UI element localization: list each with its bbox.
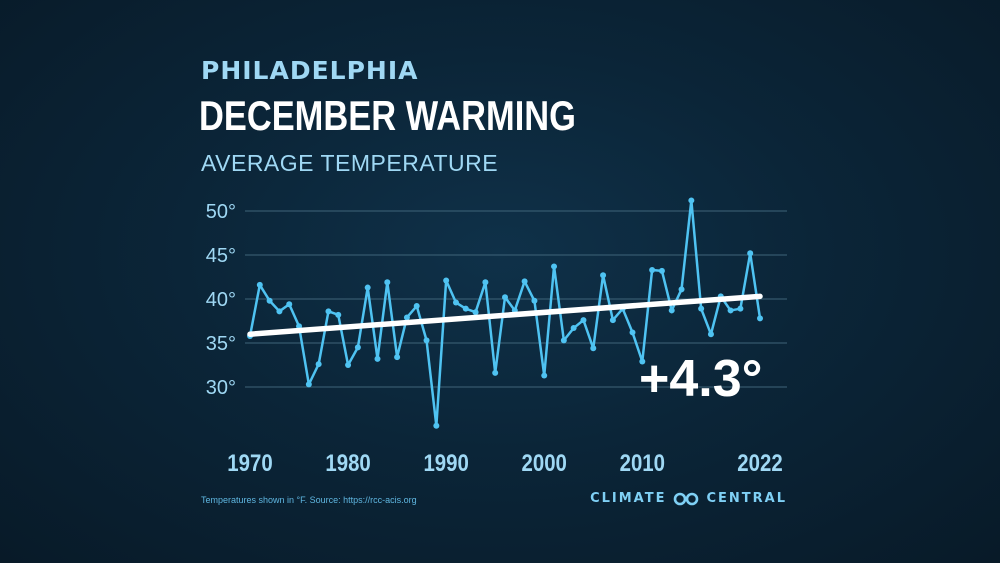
data-point [374,355,381,362]
infinity-icon [674,492,699,505]
data-point [521,278,528,285]
chart-subtitle: AVERAGE TEMPERATURE [201,150,499,176]
data-point [462,305,469,312]
x-tick-label: 2010 [620,449,665,476]
data-point [609,317,616,324]
data-point [570,325,577,332]
trend-line [247,293,763,337]
data-point [325,308,332,315]
data-point [698,305,705,312]
data-point [649,266,656,273]
x-tick-label: 2000 [522,449,567,476]
brand-left-text: CLIMATE [590,491,667,506]
y-tick-label: 40° [206,289,236,311]
data-point [541,372,548,379]
data-point [639,358,646,365]
y-tick-label: 45° [206,245,236,267]
trend-line-group [247,293,763,337]
data-point [286,301,293,308]
data-point [658,267,665,274]
y-axis-ticks: 30° 35° 40° 45° 50° [206,201,236,399]
data-point [590,345,597,352]
data-point [452,299,459,306]
data-point [747,250,754,257]
data-point [423,337,430,344]
source-footnote: Temperatures shown in °F. Source: https:… [201,495,417,505]
x-tick-label: 2022 [737,449,782,476]
data-point [551,263,558,270]
data-point [678,286,685,293]
x-tick-label: 1970 [227,449,272,476]
data-point [668,307,675,314]
brand-logo[interactable]: CLIMATE CENTRAL [590,491,787,506]
x-tick-label: 1990 [423,449,468,476]
y-tick-label: 50° [206,201,236,223]
data-point [580,317,587,324]
data-point [256,281,263,288]
data-point [707,331,714,338]
data-point [472,309,479,316]
data-point [737,305,744,312]
data-point [688,197,695,204]
brand-right-text: CENTRAL [706,491,787,506]
data-point [443,277,450,284]
data-point [345,362,352,368]
x-axis-ticks: 1970 1980 1990 2000 2010 2022 [227,449,782,476]
y-tick-label: 35° [206,333,236,355]
y-tick-label: 30° [206,377,236,399]
data-point [354,344,361,351]
data-point [600,272,607,279]
data-point [394,354,401,361]
x-tick-label: 1980 [325,449,370,476]
data-point [560,337,567,344]
data-point [757,315,763,322]
data-point [502,294,508,301]
data-point [403,314,410,321]
data-point [305,381,312,388]
trend-change-annotation: +4.3° [639,350,762,408]
data-point [492,369,499,376]
data-point [384,279,391,286]
data-point [629,329,636,336]
data-point [531,297,538,304]
data-point [335,311,342,318]
location-label: PHILADELPHIA [201,56,419,85]
chart-title: DECEMBER WARMING [199,92,576,139]
data-point [276,308,283,315]
data-point [413,303,420,310]
data-point [315,361,322,368]
data-point [482,279,489,286]
data-point [727,307,734,314]
data-point [433,422,440,429]
data-point [266,297,273,304]
data-point [364,284,371,291]
